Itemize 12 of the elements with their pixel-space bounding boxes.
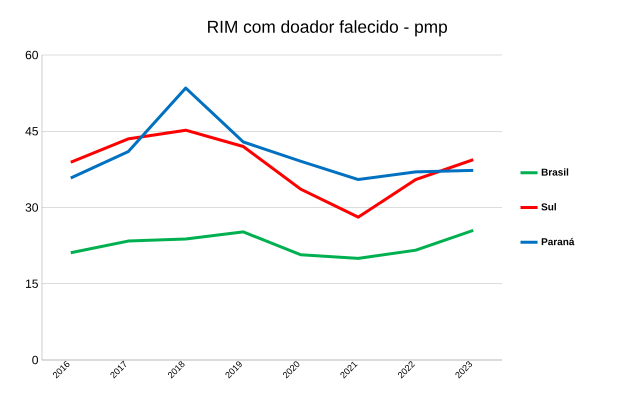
line-series [69,86,475,182]
legend-label: Sul [541,203,556,210]
y-tick-label: 45 [25,127,38,136]
line-series [69,228,475,260]
legend-label: Paraná [542,238,574,246]
line-series [69,128,475,219]
chart-title: RIM com doador falecido - pmp [208,20,447,36]
y-tick-label: 60 [26,50,38,60]
y-tick-label: 15 [26,280,38,288]
y-tick-label: 0 [32,356,38,364]
y-tick-label: 30 [26,203,38,212]
legend-label: Brasil [542,168,568,176]
